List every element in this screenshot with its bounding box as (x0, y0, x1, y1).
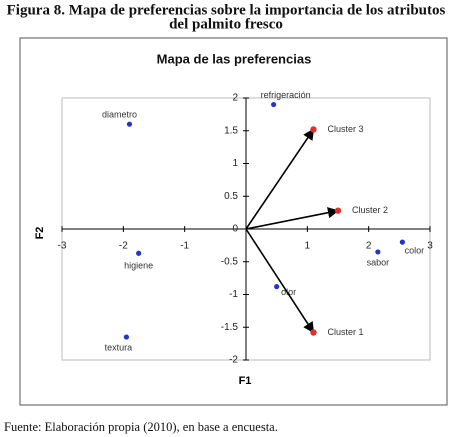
y-tick-label: 1 (232, 158, 238, 169)
x-tick-label: 3 (427, 241, 433, 252)
x-tick-label: 1 (305, 241, 311, 252)
y-tick-label: 1.5 (224, 125, 238, 136)
x-tick-label: -3 (58, 241, 67, 252)
arrow (245, 128, 315, 230)
source-note: Fuente: Elaboración propia (2010), en ba… (4, 420, 278, 434)
point-label: Cluster 2 (352, 205, 388, 215)
x-axis-label: F1 (239, 375, 252, 387)
y-tick-label: -1.5 (221, 322, 239, 333)
point-label: refrigeración (261, 90, 311, 100)
point (334, 207, 342, 214)
point (123, 334, 129, 340)
point (310, 329, 317, 336)
plot: -3 -2 -1 1 2 3 -2 -1.5 -1 -0.5 0 0.5 1 1.5 2 diametro re… (58, 90, 434, 366)
y-tick-label: 0 (232, 224, 238, 235)
point (126, 121, 133, 127)
figure-title: del palmito fresco (169, 16, 283, 32)
point (274, 284, 280, 290)
y-tick-label: -0.5 (221, 256, 239, 267)
arrow (245, 207, 340, 230)
arrow (245, 228, 315, 334)
point (136, 250, 142, 256)
point (399, 239, 405, 245)
y-axis-label: F2 (34, 227, 46, 240)
y-tick-label: 0.5 (224, 191, 238, 202)
x-tick-label: -1 (180, 241, 189, 252)
point-label: sabor (367, 257, 390, 267)
chart-frame (19, 37, 448, 406)
point-label: color (405, 245, 425, 255)
point (310, 126, 317, 133)
chart-title: Mapa de las preferencias (157, 51, 312, 66)
y-tick-label: 2 (232, 93, 238, 104)
x-tick-label: -2 (119, 241, 128, 252)
point (271, 101, 277, 108)
figure-title: Figura 8. Mapa de preferencias sobre la … (7, 2, 446, 18)
point-label: textura (105, 342, 133, 352)
x-tick-label: 2 (366, 241, 372, 252)
point-label: Cluster 3 (327, 124, 363, 134)
y-tick-label: -1 (229, 289, 238, 300)
point-label: Cluster 1 (327, 327, 363, 337)
y-tick-label: -2 (229, 355, 238, 366)
point (375, 249, 381, 255)
point-label: diametro (102, 110, 137, 120)
point-label: olor (281, 287, 296, 297)
point-label: higiene (124, 261, 153, 271)
